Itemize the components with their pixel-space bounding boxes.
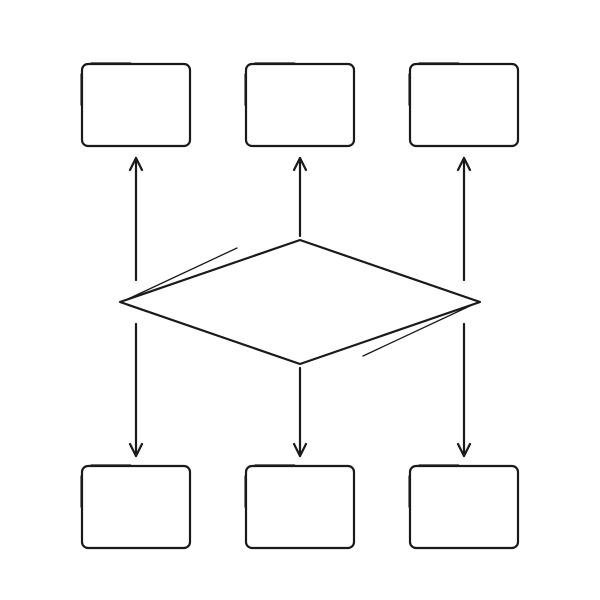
- arrow-up-right: [458, 158, 470, 280]
- box-top-left: [81, 63, 190, 146]
- arrow-down-center: [294, 368, 306, 456]
- box-bottom-right: [409, 465, 518, 548]
- box-top-right: [409, 63, 518, 146]
- decision-center: [120, 240, 480, 364]
- flowchart-diagram: [0, 0, 600, 600]
- arrow-up-left: [130, 158, 142, 280]
- arrow-down-left: [130, 324, 142, 456]
- arrow-down-right: [458, 324, 470, 456]
- box-bottom-center: [245, 465, 354, 548]
- arrow-up-center: [294, 158, 306, 236]
- box-top-center: [245, 63, 354, 146]
- box-bottom-left: [81, 465, 190, 548]
